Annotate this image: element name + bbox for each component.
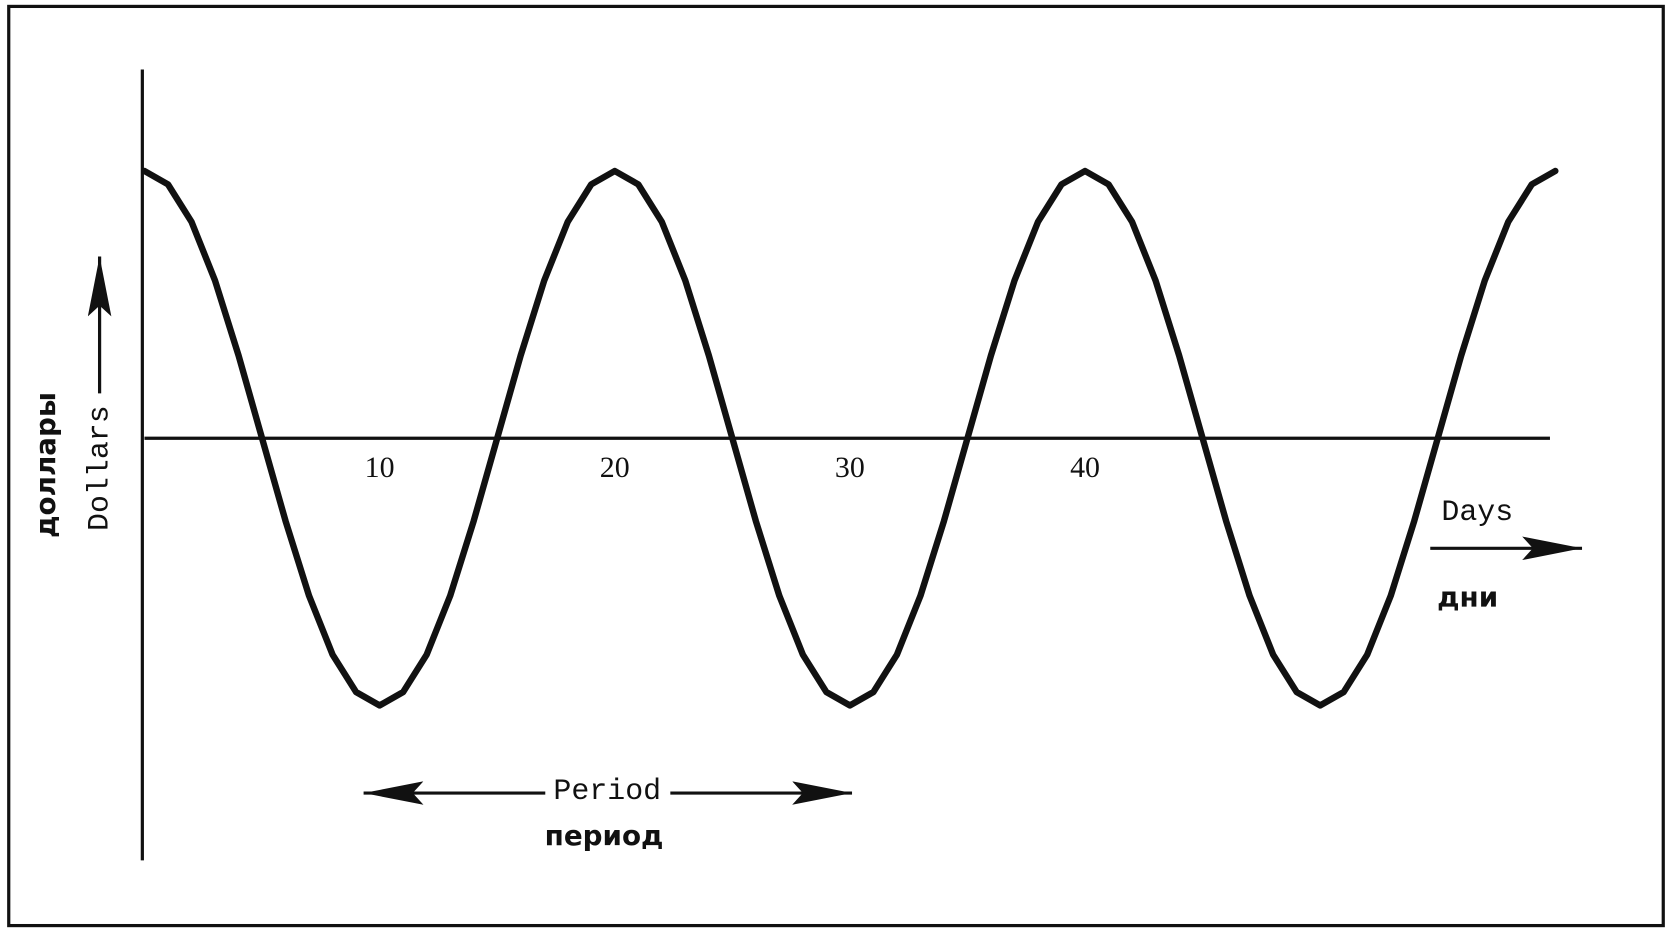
x-label: Days bbox=[1441, 495, 1513, 529]
frame bbox=[7, 4, 1665, 928]
wave-line bbox=[141, 167, 1559, 709]
x-label-ru: дни bbox=[1437, 581, 1498, 614]
x-tick-label: 10 bbox=[365, 451, 395, 484]
y-label-ru: доллары bbox=[29, 392, 62, 538]
period-label: Period bbox=[553, 774, 661, 808]
x-tick-label: 30 bbox=[835, 451, 865, 484]
y-label: Dollars bbox=[82, 405, 116, 531]
x-tick-label: 20 bbox=[600, 451, 630, 484]
period-label-ru: период bbox=[545, 819, 664, 852]
x-tick-label: 40 bbox=[1070, 451, 1100, 484]
